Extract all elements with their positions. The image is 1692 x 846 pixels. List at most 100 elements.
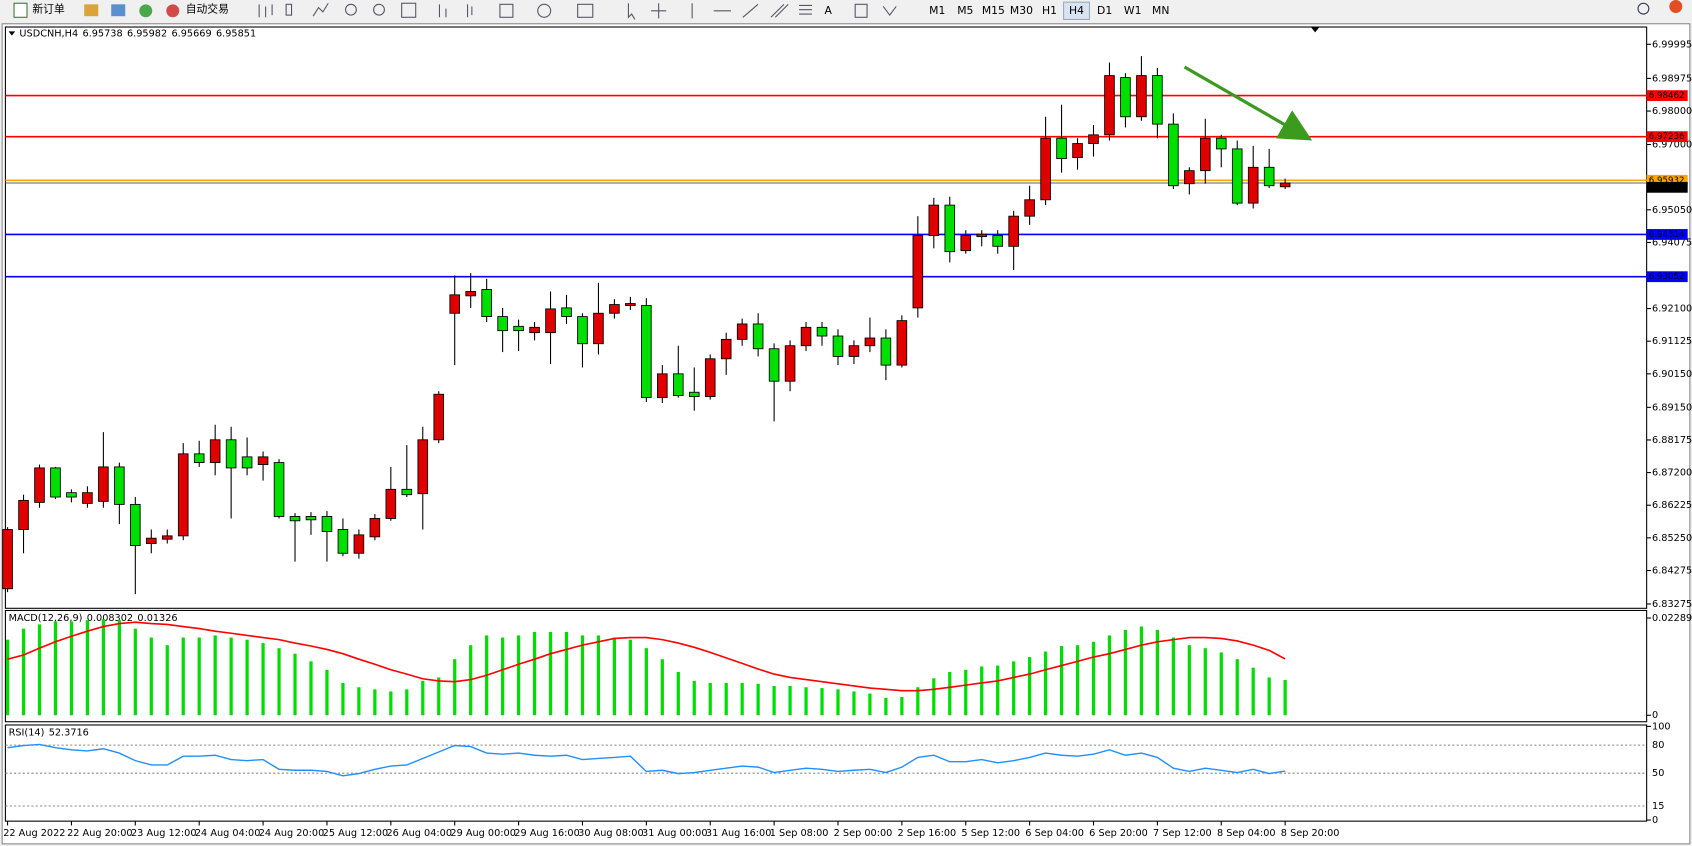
- macd-bar: [868, 693, 872, 716]
- new-order-icon[interactable]: [13, 2, 28, 18]
- candle-body: [209, 439, 221, 463]
- notification-badge[interactable]: [1669, 0, 1683, 13]
- candle-chart-icon[interactable]: [285, 3, 293, 16]
- macd-bar: [1107, 635, 1112, 716]
- candle-body: [369, 518, 381, 538]
- timeframe-button[interactable]: MN: [1152, 4, 1169, 17]
- timeframe-button[interactable]: M1: [929, 4, 945, 17]
- shift-icon[interactable]: [467, 4, 473, 18]
- candle-body: [2, 529, 13, 590]
- macd-bar: [213, 635, 217, 716]
- active-timeframe: [1063, 1, 1091, 20]
- candle-body: [1088, 134, 1099, 144]
- candle-body: [672, 373, 684, 397]
- macd-bar: [1267, 677, 1271, 716]
- x-tick-label: 29 Aug 00:00: [450, 828, 516, 839]
- macd-bar: [229, 637, 233, 716]
- macd-bar: [1219, 652, 1223, 716]
- auto-trading-button[interactable]: 自动交易: [186, 2, 229, 16]
- indicators-icon[interactable]: [499, 3, 514, 18]
- panel-header: MACD(12,26,9) 0.008302 0.01326: [9, 613, 178, 624]
- level-label: 6.94314: [1649, 230, 1685, 240]
- candle-body: [401, 488, 413, 496]
- macd-bar: [85, 620, 90, 716]
- channel-icon[interactable]: [770, 3, 789, 18]
- macd-bar: [836, 689, 840, 716]
- x-tick-label: 1 Sep 08:00: [770, 828, 829, 839]
- search-icon[interactable]: [1637, 2, 1650, 15]
- macd-bar: [724, 682, 728, 716]
- timeframe-button[interactable]: M30: [1010, 4, 1033, 17]
- chart-menu-marker[interactable]: [8, 31, 16, 36]
- macd-bar: [708, 682, 712, 716]
- macd-bar: [325, 669, 329, 716]
- zoom-out-icon[interactable]: [373, 3, 385, 16]
- tile-icon[interactable]: [401, 2, 417, 18]
- candle-body: [1136, 75, 1147, 118]
- candle-body: [481, 289, 492, 318]
- macd-bar: [932, 678, 936, 716]
- candle-body: [657, 373, 668, 399]
- candle-body: [114, 466, 125, 505]
- current-price-label: 6.95851: [1649, 183, 1685, 193]
- text-tool-icon[interactable]: A: [824, 4, 832, 17]
- timeframe-button[interactable]: H4: [1069, 4, 1084, 17]
- y-tick-label: 6.91125: [1652, 336, 1692, 347]
- header-value: 0.008302: [87, 613, 133, 624]
- timeframe-button[interactable]: M15: [982, 4, 1005, 17]
- macd-bar: [1028, 657, 1032, 716]
- y-tick-label: 6.99995: [1652, 39, 1692, 50]
- macd-bar: [516, 635, 521, 716]
- toolbar-background: [0, 0, 1692, 22]
- macd-bar: [564, 632, 569, 716]
- macd-bar: [1235, 659, 1239, 716]
- macd-bar: [1171, 637, 1175, 716]
- candle-body: [768, 348, 780, 382]
- auto-trading-icon[interactable]: [166, 4, 180, 18]
- candle-body: [864, 337, 876, 347]
- periods-icon[interactable]: [537, 3, 552, 18]
- x-tick-label: 31 Aug 16:00: [706, 828, 772, 839]
- macd-bar: [660, 659, 664, 716]
- trendline-icon[interactable]: [742, 3, 759, 18]
- crosshair-icon[interactable]: [651, 3, 667, 19]
- macd-bar: [293, 653, 297, 716]
- toolbar-icon[interactable]: [84, 4, 99, 17]
- level-label-box: [1646, 90, 1688, 102]
- timeframes: M1 M5 M15 M30 H1 H4 D1 W1 MN: [929, 1, 1169, 20]
- timeframe-button[interactable]: D1: [1097, 4, 1112, 17]
- candle-body: [1024, 199, 1035, 217]
- macd-bar: [756, 683, 760, 716]
- scroll-icon[interactable]: [438, 4, 447, 18]
- x-tick-label: 6 Sep 20:00: [1089, 828, 1148, 839]
- macd-bar: [373, 689, 377, 716]
- fibo-icon[interactable]: [799, 4, 812, 15]
- toolbar-icon[interactable]: [139, 4, 153, 18]
- toolbar-icon[interactable]: [111, 4, 126, 17]
- macd-bar: [341, 682, 345, 716]
- label-icon[interactable]: [854, 3, 868, 18]
- timeframe-button[interactable]: M5: [957, 4, 973, 17]
- candle-body: [912, 235, 924, 309]
- timeframe-button[interactable]: H1: [1042, 4, 1057, 17]
- y-tick-label: 0: [1652, 815, 1658, 826]
- candle-body: [98, 466, 109, 502]
- candle-body: [257, 456, 269, 465]
- timeframe-button[interactable]: W1: [1124, 4, 1142, 17]
- candle-body: [848, 345, 860, 357]
- panel-header: RSI(14) 52.3716: [9, 728, 89, 739]
- new-order-button[interactable]: 新订单: [32, 2, 65, 16]
- macd-bar: [852, 691, 856, 716]
- candle-body: [50, 467, 61, 498]
- templates-icon[interactable]: [577, 3, 594, 18]
- line-chart-icon[interactable]: [312, 2, 329, 17]
- current-price-box: [1646, 181, 1688, 193]
- y-tick-label: 6.98000: [1652, 106, 1692, 117]
- candle-body: [34, 467, 45, 503]
- arrows-icon[interactable]: [882, 6, 897, 17]
- macd-bar: [1203, 648, 1207, 716]
- zoom-in-icon[interactable]: [344, 3, 357, 16]
- bar-chart-icon[interactable]: [258, 4, 273, 18]
- cursor-icon[interactable]: [627, 3, 636, 20]
